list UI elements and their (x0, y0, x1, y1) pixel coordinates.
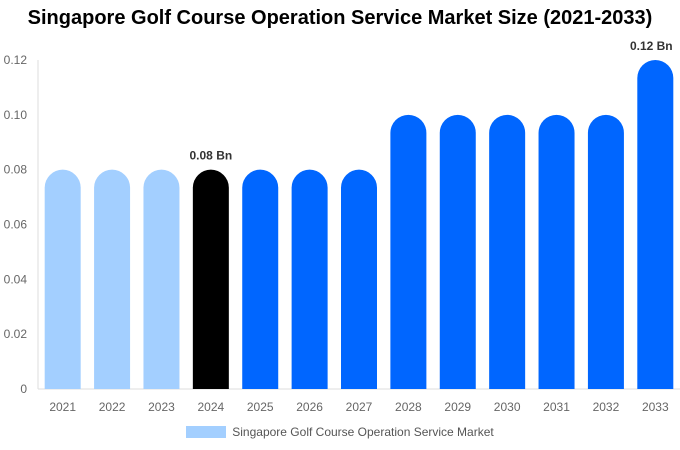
bar-2031 (538, 114, 575, 389)
legend: Singapore Golf Course Operation Service … (0, 425, 680, 439)
x-tick-label: 2029 (444, 400, 471, 414)
bar-2030 (489, 114, 526, 389)
bar-2033 (637, 60, 674, 390)
bar-2029 (439, 114, 476, 389)
bar-2024 (192, 169, 229, 389)
x-tick-label: 2031 (543, 400, 570, 414)
legend-label: Singapore Golf Course Operation Service … (232, 425, 494, 439)
x-tick-label: 2022 (99, 400, 126, 414)
x-tick-label: 2028 (395, 400, 422, 414)
x-tick-label: 2033 (642, 400, 669, 414)
y-tick-label: 0.04 (4, 272, 28, 286)
x-tick-label: 2023 (148, 400, 175, 414)
bar-2026 (291, 169, 328, 389)
y-tick-label: 0.12 (4, 53, 28, 67)
bar-2022 (94, 169, 131, 389)
y-tick-label: 0.02 (4, 327, 28, 341)
x-tick-label: 2030 (494, 400, 521, 414)
bar-2032 (587, 114, 624, 389)
y-tick-label: 0.10 (4, 108, 28, 122)
chart-title: Singapore Golf Course Operation Service … (27, 7, 653, 29)
bar-2025 (242, 169, 279, 389)
data-label-2024: 0.08 Bn (190, 149, 233, 163)
y-tick-label: 0 (20, 382, 27, 396)
x-tick-label: 2021 (49, 400, 76, 414)
x-tick-label: 2026 (296, 400, 323, 414)
bar-2028 (390, 114, 427, 389)
data-label-2033: 0.12 Bn (630, 39, 673, 53)
y-tick-label: 0.06 (4, 218, 28, 232)
bar-2021 (44, 169, 81, 389)
x-tick-label: 2024 (197, 400, 224, 414)
legend-swatch (186, 426, 227, 438)
x-tick-label: 2032 (593, 400, 620, 414)
bar-2023 (143, 169, 180, 389)
bar-2027 (341, 169, 377, 389)
x-tick-label: 2027 (346, 400, 373, 414)
x-tick-label: 2025 (247, 400, 274, 414)
y-tick-label: 0.08 (4, 163, 28, 177)
